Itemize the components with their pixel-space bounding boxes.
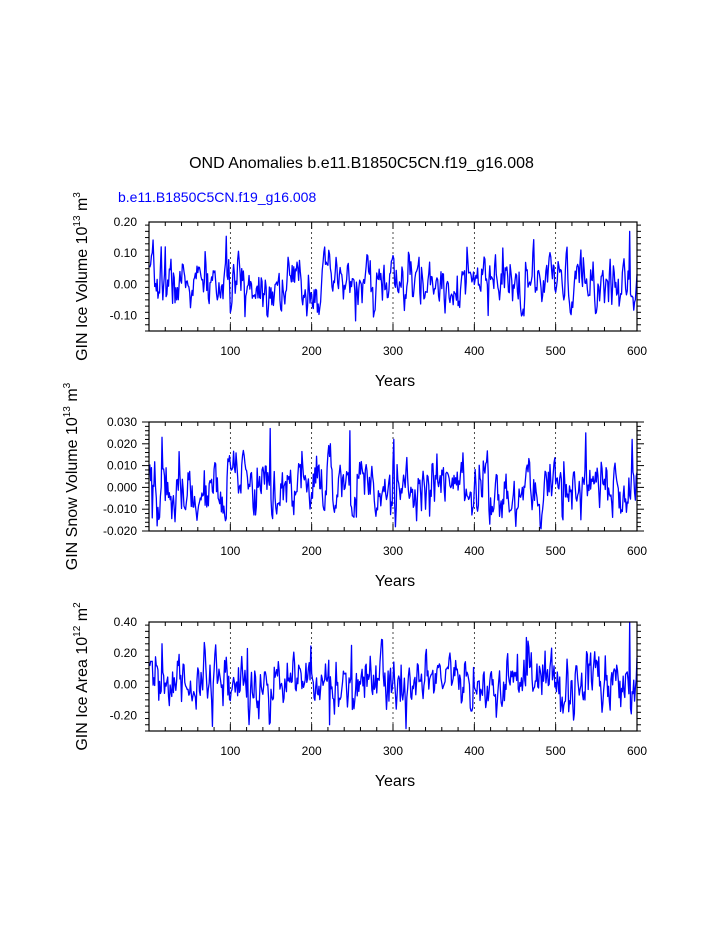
y-tick-label: -0.010 bbox=[103, 502, 137, 516]
y-tick-label: -0.10 bbox=[110, 308, 138, 322]
x-tick-label: 500 bbox=[546, 544, 566, 558]
y-tick-label: 0.010 bbox=[107, 459, 137, 473]
y-axis-title: GIN Ice Area 1012 m2 bbox=[72, 602, 91, 751]
y-tick-label: 0.030 bbox=[107, 415, 137, 429]
y-tick-label: 0.20 bbox=[114, 646, 138, 660]
y-tick-label: 0.20 bbox=[114, 215, 138, 229]
x-tick-label: 600 bbox=[627, 544, 647, 558]
x-tick-label: 400 bbox=[464, 344, 484, 358]
y-tick-label: 0.000 bbox=[107, 480, 137, 494]
y-tick-label: -0.20 bbox=[110, 708, 138, 722]
y-tick-label: 0.00 bbox=[114, 277, 138, 291]
x-tick-label: 600 bbox=[627, 744, 647, 758]
x-tick-label: 300 bbox=[383, 544, 403, 558]
y-axis-title-exponent: 13 bbox=[72, 215, 83, 227]
y-axis-title-unit: m bbox=[74, 608, 91, 626]
x-tick-label: 400 bbox=[464, 544, 484, 558]
y-tick-label: 0.40 bbox=[114, 615, 138, 629]
y-axis-title-text: GIN Snow Volume 10 bbox=[64, 417, 81, 570]
x-tick-label: 300 bbox=[383, 744, 403, 758]
x-tick-label: 200 bbox=[302, 744, 322, 758]
chart-panel-1: 100 200 300 400 500 600 -0.10 0.00 0.10 0.20 Years… bbox=[72, 192, 647, 390]
data-series-line bbox=[149, 427, 638, 530]
y-axis-title-unit: m bbox=[64, 388, 81, 406]
y-tick-label: 0.10 bbox=[114, 246, 138, 260]
y-axis-title-text: GIN Ice Area 10 bbox=[74, 637, 91, 751]
data-series-line bbox=[149, 621, 638, 730]
x-tick-label: 100 bbox=[220, 744, 240, 758]
x-tick-label: 500 bbox=[546, 744, 566, 758]
x-axis-title: Years bbox=[375, 573, 415, 590]
chart-panel-3: 100 200 300 400 500 600 -0.20 0.00 0.20 0.40 Years… bbox=[72, 602, 647, 790]
y-axis-title-unit-exponent: 3 bbox=[62, 382, 73, 388]
chart-panel-2: 100 200 300 400 500 600 -0.020 -0.010 0.000 0.010… bbox=[62, 382, 647, 590]
x-axis-title: Years bbox=[375, 773, 415, 790]
x-axis-title: Years bbox=[375, 373, 415, 390]
y-axis-title-unit-exponent: 3 bbox=[72, 192, 83, 198]
y-axis-title-exponent: 12 bbox=[72, 625, 83, 637]
case-label: b.e11.B1850C5CN.f19_g16.008 bbox=[118, 189, 317, 205]
y-axis-title-unit-exponent: 2 bbox=[72, 602, 83, 608]
y-tick-label: 0.020 bbox=[107, 437, 137, 451]
x-tick-label: 100 bbox=[220, 544, 240, 558]
x-tick-label: 400 bbox=[464, 744, 484, 758]
y-axis-title-unit: m bbox=[74, 198, 91, 216]
x-tick-label: 100 bbox=[220, 344, 240, 358]
x-tick-label: 500 bbox=[546, 344, 566, 358]
x-tick-label: 300 bbox=[383, 344, 403, 358]
y-tick-label: -0.020 bbox=[103, 524, 137, 538]
y-axis-title-text: GIN Ice Volume 10 bbox=[74, 226, 91, 360]
x-tick-label: 600 bbox=[627, 344, 647, 358]
data-series-line bbox=[149, 230, 638, 322]
figure-title: OND Anomalies b.e11.B1850C5CN.f19_g16.00… bbox=[189, 155, 534, 172]
x-tick-label: 200 bbox=[302, 344, 322, 358]
y-axis-title: GIN Ice Volume 1013 m3 bbox=[72, 192, 91, 361]
y-axis-title-exponent: 13 bbox=[62, 406, 73, 418]
y-tick-label: 0.00 bbox=[114, 677, 138, 691]
x-tick-label: 200 bbox=[302, 544, 322, 558]
y-axis-title: GIN Snow Volume 1013 m3 bbox=[62, 382, 81, 570]
